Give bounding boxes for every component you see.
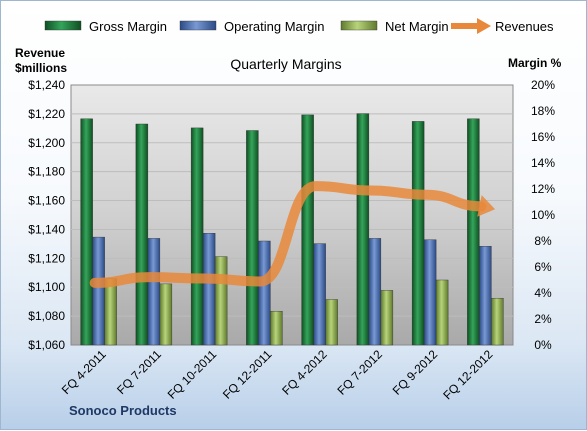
- chart-title: Quarterly Margins: [230, 56, 341, 72]
- net-margin-bar: [381, 290, 393, 345]
- gross-margin-bar: [357, 114, 369, 345]
- legend-label: Operating Margin: [224, 19, 324, 34]
- left-tick-label: $1,140: [28, 222, 65, 236]
- x-tick-label: FQ 12-2011: [220, 347, 275, 402]
- gross-margin-bar: [191, 128, 203, 345]
- net-margin-bar: [270, 311, 282, 345]
- legend-label: Gross Margin: [89, 19, 167, 34]
- left-tick-label: $1,180: [28, 165, 65, 179]
- left-tick-label: $1,120: [28, 251, 65, 265]
- x-tick-label: FQ 7-2011: [114, 347, 164, 397]
- operating-margin-bar: [93, 237, 105, 345]
- left-tick-label: $1,060: [28, 338, 65, 352]
- x-tick-label: FQ 4-2012: [279, 347, 330, 398]
- x-tick-label: FQ 10-2011: [165, 347, 220, 402]
- gross-margin-bar: [302, 115, 314, 345]
- net-margin-bar: [491, 298, 503, 345]
- operating-margin-bar: [369, 238, 381, 345]
- left-tick-label: $1,240: [28, 78, 65, 92]
- left-tick-label: $1,100: [28, 280, 65, 294]
- right-tick-label: 8%: [534, 234, 552, 248]
- legend-label: Net Margin: [385, 19, 449, 34]
- gross-margin-bar: [246, 131, 258, 346]
- legend-arrow-head: [477, 18, 491, 34]
- operating-margin-bar: [203, 233, 215, 345]
- right-tick-label: 2%: [534, 312, 552, 326]
- operating-margin-bar: [148, 238, 160, 345]
- net-margin-bar: [436, 280, 448, 345]
- x-tick-label: FQ 12-2012: [440, 347, 495, 402]
- right-tick-label: 0%: [534, 338, 552, 352]
- left-axis-ticks: $1,060 $1,080 $1,100 $1,120 $1,140 $1,160 $1,1…: [28, 78, 65, 352]
- left-tick-label: $1,220: [28, 107, 65, 121]
- left-tick-label: $1,080: [28, 309, 65, 323]
- left-tick-label: $1,200: [28, 136, 65, 150]
- right-tick-label: 16%: [531, 130, 555, 144]
- left-axis-title-line1: Revenue: [15, 46, 65, 60]
- legend-operating-margin: Operating Margin: [180, 19, 324, 34]
- legend-swatch: [45, 21, 81, 30]
- legend: Gross Margin Operating Margin Net Margin Re…: [45, 18, 554, 34]
- gross-margin-bar: [136, 124, 148, 345]
- left-tick-label: $1,160: [28, 194, 65, 208]
- legend-net-margin: Net Margin: [341, 19, 449, 34]
- company-name: Sonoco Products: [69, 403, 177, 418]
- right-tick-label: 4%: [534, 286, 552, 300]
- net-margin-bar: [215, 257, 227, 345]
- right-tick-label: 18%: [531, 104, 555, 118]
- right-tick-label: 12%: [531, 182, 555, 196]
- net-margin-bar: [160, 284, 172, 345]
- left-axis-title-line2: $millions: [15, 61, 67, 75]
- gross-margin-bar: [81, 119, 93, 345]
- legend-swatch: [180, 21, 216, 30]
- right-axis-title: Margin %: [508, 56, 562, 70]
- legend-revenues: Revenues: [451, 18, 554, 34]
- operating-margin-bar: [314, 244, 326, 345]
- legend-label: Revenues: [495, 19, 554, 34]
- right-axis-ticks: 0% 2% 4% 6% 8% 10% 12% 14% 16% 18% 20%: [531, 78, 555, 352]
- x-tick-label: FQ 4-2011: [59, 347, 109, 397]
- net-margin-bar: [326, 300, 338, 346]
- legend-gross-margin: Gross Margin: [45, 19, 167, 34]
- x-tick-label: FQ 9-2012: [390, 347, 441, 398]
- x-tick-label: FQ 7-2012: [335, 347, 386, 398]
- operating-margin-bar: [258, 241, 270, 345]
- operating-margin-bar: [479, 246, 491, 345]
- gross-margin-bar: [412, 121, 424, 345]
- right-tick-label: 6%: [534, 260, 552, 274]
- gross-margin-bar: [467, 119, 479, 345]
- right-tick-label: 14%: [531, 156, 555, 170]
- legend-swatch: [341, 21, 377, 30]
- right-tick-label: 20%: [531, 78, 555, 92]
- operating-margin-bar: [424, 240, 436, 345]
- right-tick-label: 10%: [531, 208, 555, 222]
- net-margin-bar: [105, 279, 117, 345]
